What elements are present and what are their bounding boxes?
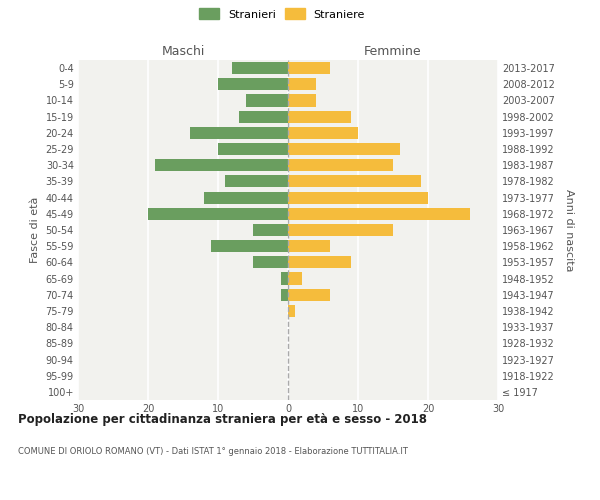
Bar	[204, 192, 288, 203]
Text: Maschi: Maschi	[161, 44, 205, 58]
Bar	[288, 288, 330, 301]
Bar	[288, 94, 316, 106]
Bar	[288, 110, 351, 122]
Bar	[253, 224, 288, 236]
Bar	[288, 208, 470, 220]
Bar	[232, 62, 288, 74]
Bar	[288, 272, 302, 284]
Bar	[281, 272, 288, 284]
Bar	[288, 78, 316, 90]
Bar	[225, 176, 288, 188]
Text: Popolazione per cittadinanza straniera per età e sesso - 2018: Popolazione per cittadinanza straniera p…	[18, 412, 427, 426]
Bar	[190, 127, 288, 139]
Bar	[218, 78, 288, 90]
Bar	[288, 240, 330, 252]
Bar	[246, 94, 288, 106]
Bar	[148, 208, 288, 220]
Bar	[288, 159, 393, 172]
Text: COMUNE DI ORIOLO ROMANO (VT) - Dati ISTAT 1° gennaio 2018 - Elaborazione TUTTITA: COMUNE DI ORIOLO ROMANO (VT) - Dati ISTA…	[18, 448, 408, 456]
Bar	[281, 288, 288, 301]
Bar	[288, 224, 393, 236]
Text: Femmine: Femmine	[364, 44, 422, 58]
Bar	[211, 240, 288, 252]
Bar	[288, 192, 428, 203]
Y-axis label: Fasce di età: Fasce di età	[30, 197, 40, 263]
Bar	[253, 256, 288, 268]
Bar	[288, 305, 295, 317]
Bar	[288, 176, 421, 188]
Bar	[288, 256, 351, 268]
Bar	[288, 62, 330, 74]
Legend: Stranieri, Straniere: Stranieri, Straniere	[199, 8, 365, 20]
Bar	[288, 143, 400, 155]
Bar	[239, 110, 288, 122]
Bar	[218, 143, 288, 155]
Y-axis label: Anni di nascita: Anni di nascita	[565, 188, 574, 271]
Bar	[155, 159, 288, 172]
Bar	[288, 127, 358, 139]
